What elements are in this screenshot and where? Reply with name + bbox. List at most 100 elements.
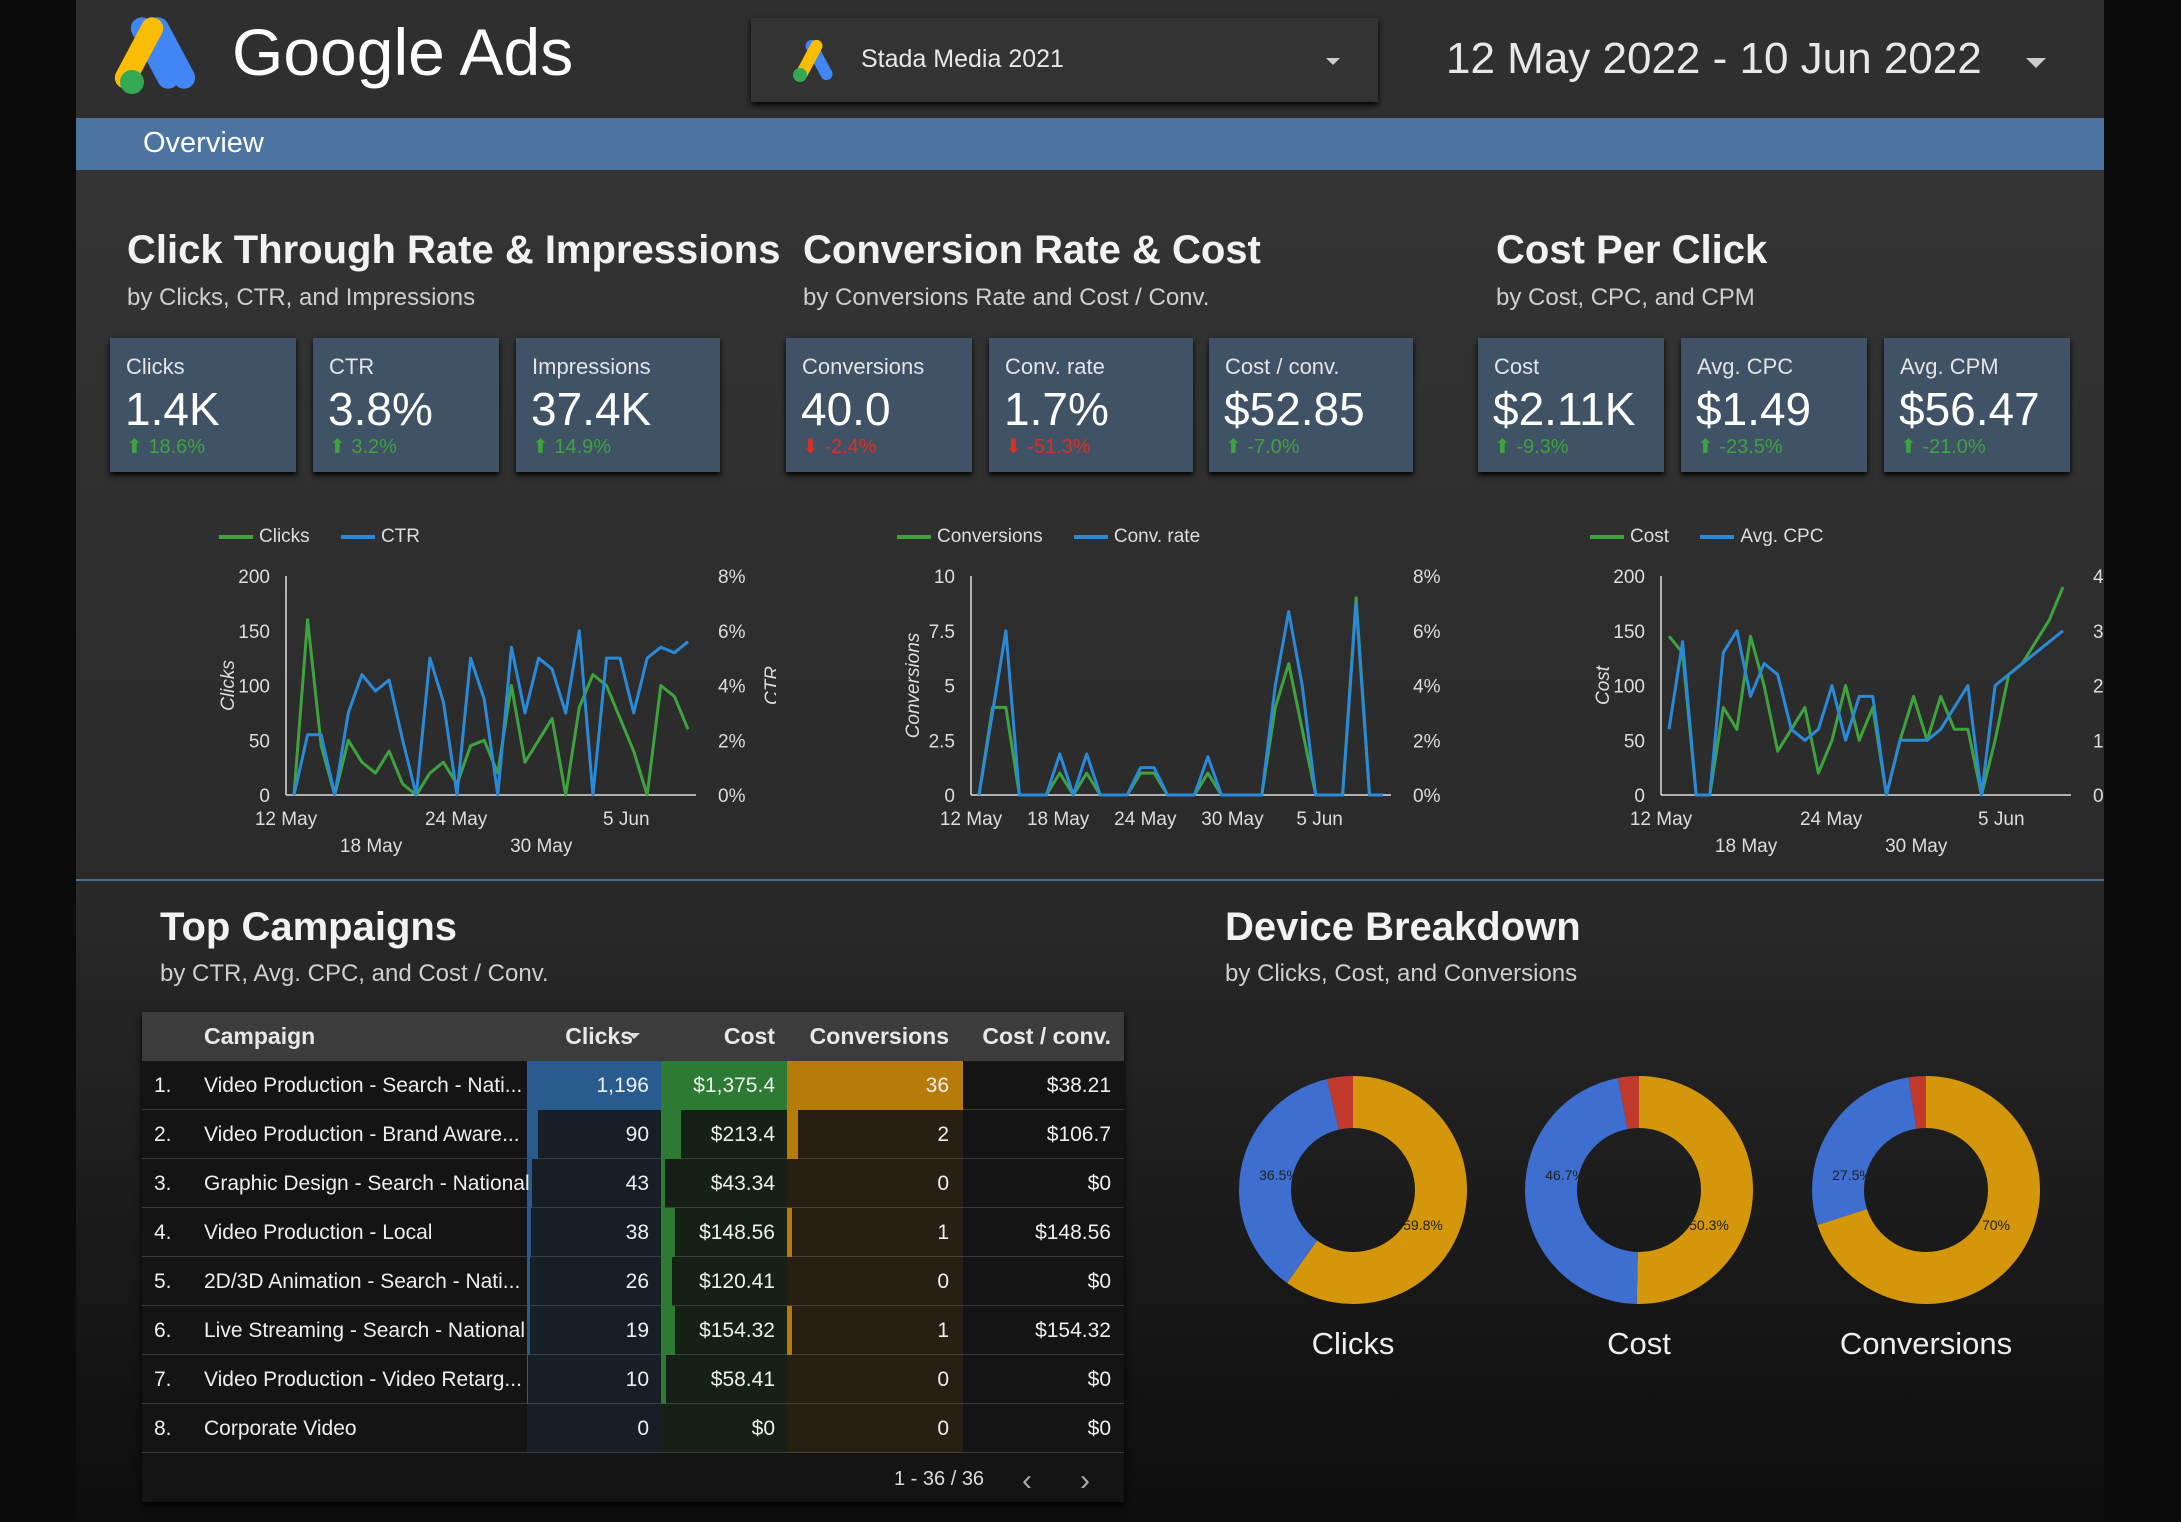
section-title-cpc: Cost Per Click [1496, 228, 1768, 272]
cell-cost-per-conv: $148.56 [1035, 1221, 1111, 1244]
cell-conversions: 0 [937, 1417, 949, 1440]
cell-conversions: 0 [937, 1172, 949, 1195]
kpi-label: Cost [1494, 354, 1540, 379]
y-tick-label: 200 [1613, 567, 1645, 588]
arrow-up-icon: ⬆ [1494, 436, 1511, 458]
donut-slice-blue[interactable] [1812, 1076, 2040, 1304]
y2-tick-label: 8% [1413, 567, 1441, 588]
cell-clicks: 1,196 [596, 1074, 649, 1097]
series-line-ctr [292, 629, 689, 797]
y-tick-label: 7.5 [929, 622, 955, 643]
table-row[interactable]: 8. Corporate Video 0 $0 0 $0 [142, 1404, 1124, 1453]
x-tick-label: 5 Jun [603, 809, 649, 830]
pager-text: 1 - 36 / 36 [894, 1468, 985, 1490]
row-index: 4. [154, 1221, 172, 1244]
cost-bar [661, 1355, 666, 1404]
tab-overview[interactable]: Overview [143, 127, 264, 159]
series-line-conversions [977, 596, 1383, 797]
table-row[interactable]: 6. Live Streaming - Search - National 19… [142, 1306, 1124, 1355]
chevron-right-icon[interactable]: › [1080, 1464, 1090, 1497]
donut-slice-blue[interactable] [1525, 1076, 1753, 1304]
y2-tick-label: 6% [718, 622, 746, 643]
kpi-value: $1.49 [1696, 383, 1812, 435]
donut-slice-red[interactable] [1812, 1076, 2040, 1304]
col-cost[interactable]: Cost [723, 1023, 775, 1049]
y2-tick-label: 0% [718, 786, 746, 807]
chevron-left-icon[interactable]: ‹ [1022, 1464, 1032, 1497]
col-cost-per-conv[interactable]: Cost / conv. [982, 1023, 1111, 1049]
row-index: 8. [154, 1417, 172, 1440]
table-row[interactable]: 3. Graphic Design - Search - National 43… [142, 1159, 1124, 1208]
cell-conversions: 1 [937, 1221, 949, 1244]
row-index: 1. [154, 1074, 172, 1097]
table-row[interactable]: 4. Video Production - Local 38 $148.56 1… [142, 1208, 1124, 1257]
col-conversions[interactable]: Conversions [809, 1023, 949, 1049]
clicks-bar [527, 1257, 530, 1306]
kpi-value: $56.47 [1899, 383, 2040, 435]
donut-slice-red[interactable] [1525, 1076, 1753, 1304]
kpi-label: Avg. CPM [1900, 354, 1999, 379]
table-row[interactable]: 5. 2D/3D Animation - Search - Nati... 26… [142, 1257, 1124, 1306]
kpi-delta: ⬇ -51.3% [1005, 436, 1091, 458]
kpi-label: Clicks [126, 354, 185, 379]
cost-bar [661, 1257, 672, 1306]
y-tick-label: 2.5 [929, 731, 955, 752]
kpi-card-conversions: Conversions 40.0 ⬇ -2.4% [786, 338, 972, 472]
y2-tick-label: 8% [718, 567, 746, 588]
row-index: 3. [154, 1172, 172, 1195]
conversions-bar [787, 1208, 792, 1257]
donut-conversions: 27.5% 70% [1812, 1076, 2040, 1304]
section-subtitle-ctr: by Clicks, CTR, and Impressions [127, 284, 476, 311]
cell-cost-per-conv: $0 [1087, 1368, 1111, 1391]
x-tick-label: 12 May [255, 809, 318, 830]
col-clicks[interactable]: Clicks [565, 1023, 633, 1049]
kpi-label: Impressions [532, 354, 651, 379]
arrow-down-icon: ⬇ [1005, 436, 1022, 458]
cell-clicks: 10 [625, 1368, 649, 1391]
chevron-down-icon[interactable] [2026, 58, 2046, 68]
kpi-delta: ⬆ -23.5% [1697, 436, 1783, 458]
x-tick-label: 24 May [1800, 809, 1863, 830]
chart2-legend: Conversions Conv. rate [897, 526, 1200, 548]
donut-slice-red[interactable] [1239, 1076, 1467, 1304]
y-tick-label: 100 [238, 677, 270, 698]
dashboard: Google Ads Stada Media 2021 12 May 2022 … [76, 0, 2104, 1522]
arrow-up-icon: ⬆ [126, 436, 143, 458]
kpi-label: Conversions [802, 354, 925, 379]
cost-bar [661, 1306, 675, 1355]
col-campaign[interactable]: Campaign [204, 1023, 316, 1049]
cell-cost: $213.4 [710, 1123, 775, 1146]
table-row[interactable]: 1. Video Production - Search - Nati... 1… [142, 1061, 1124, 1110]
donut-label: Clicks [1311, 1326, 1395, 1361]
slice-label: 50.3% [1689, 1217, 1729, 1233]
sort-desc-icon[interactable] [628, 1033, 640, 1039]
y2-tick-label: 0 [2093, 786, 2104, 807]
cell-conversions: 0 [937, 1270, 949, 1293]
x-tick-label: 18 May [340, 836, 403, 857]
row-index: 2. [154, 1123, 172, 1146]
table-row[interactable]: 2. Video Production - Brand Aware... 90 … [142, 1110, 1124, 1159]
clicks-bar [527, 1355, 528, 1404]
account-selector[interactable]: Stada Media 2021 [751, 18, 1378, 102]
row-index: 5. [154, 1270, 172, 1293]
kpi-value: 40.0 [801, 383, 891, 435]
donut-slice-blue[interactable] [1239, 1076, 1467, 1304]
y2-tick-label: 2% [718, 731, 746, 752]
legend-conv-rate: Conv. rate [1113, 526, 1201, 547]
y-tick-label: 50 [1624, 731, 1645, 752]
campaign-name: Graphic Design - Search - National [204, 1172, 530, 1195]
x-tick-label: 12 May [1630, 809, 1693, 830]
legend-ctr: CTR [380, 526, 421, 547]
x-tick-label: 30 May [1885, 836, 1948, 857]
kpi-delta: ⬆ 3.2% [329, 436, 397, 458]
cost-bar [661, 1159, 665, 1208]
page-tab-bar: Overview [76, 118, 2104, 170]
chart3-legend: Cost Avg. CPC [1590, 526, 1823, 548]
section-subtitle-conversion: by Conversions Rate and Cost / Conv. [803, 284, 1210, 311]
device-title: Device Breakdown [1225, 905, 1581, 949]
slice-label: 59.8% [1403, 1217, 1443, 1233]
date-range-selector[interactable]: 12 May 2022 - 10 Jun 2022 [1446, 34, 1982, 83]
table-row[interactable]: 7. Video Production - Video Retarg... 10… [142, 1355, 1124, 1404]
kpi-value: 3.8% [328, 383, 433, 435]
